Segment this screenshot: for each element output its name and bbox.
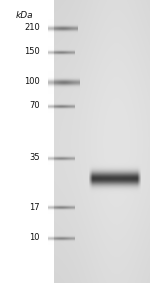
Text: 70: 70	[29, 102, 40, 110]
Text: 10: 10	[30, 233, 40, 243]
Text: 35: 35	[29, 153, 40, 162]
Text: 150: 150	[24, 48, 40, 57]
Text: kDa: kDa	[15, 10, 33, 20]
Text: 17: 17	[29, 203, 40, 211]
Text: 210: 210	[24, 23, 40, 33]
Text: 100: 100	[24, 78, 40, 87]
